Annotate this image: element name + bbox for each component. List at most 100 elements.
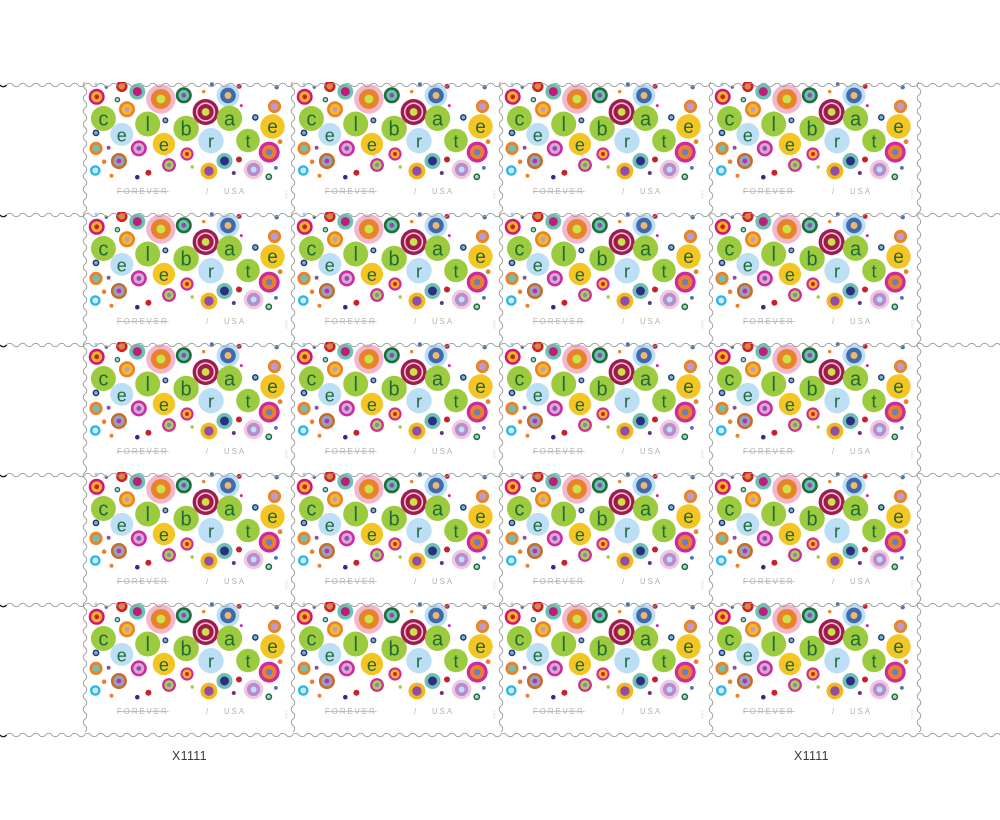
svg-text:0302: 0302 xyxy=(700,710,705,720)
svg-text:a: a xyxy=(224,368,236,390)
svg-text:t: t xyxy=(871,262,876,282)
svg-text:e: e xyxy=(475,637,486,658)
svg-text:t: t xyxy=(871,392,876,412)
svg-text:e: e xyxy=(785,655,795,675)
svg-text:a: a xyxy=(640,238,652,260)
svg-text:e: e xyxy=(325,125,335,145)
svg-text:e: e xyxy=(117,515,127,535)
svg-text:0302: 0302 xyxy=(910,320,915,330)
svg-text:t: t xyxy=(871,522,876,542)
svg-text:/: / xyxy=(414,317,418,326)
svg-text:e: e xyxy=(683,117,694,138)
svg-text:r: r xyxy=(624,132,630,152)
svg-text:0302: 0302 xyxy=(492,450,497,460)
svg-text:l: l xyxy=(771,244,775,266)
svg-text:0302: 0302 xyxy=(910,710,915,720)
svg-text:l: l xyxy=(145,634,149,656)
svg-text:/: / xyxy=(832,317,836,326)
svg-text:e: e xyxy=(367,265,377,285)
svg-text:c: c xyxy=(98,369,108,391)
svg-text:c: c xyxy=(98,629,108,651)
svg-text:FOREVER: FOREVER xyxy=(743,447,795,456)
svg-text:FOREVER: FOREVER xyxy=(117,187,169,196)
svg-text:USA: USA xyxy=(432,707,454,716)
svg-text:l: l xyxy=(561,504,565,526)
svg-text:l: l xyxy=(145,504,149,526)
svg-text:e: e xyxy=(743,515,753,535)
svg-text:r: r xyxy=(416,132,422,152)
svg-text:a: a xyxy=(850,108,862,130)
svg-text:b: b xyxy=(389,379,400,401)
svg-text:a: a xyxy=(224,498,236,520)
svg-text:e: e xyxy=(325,645,335,665)
svg-text:l: l xyxy=(771,504,775,526)
svg-text:a: a xyxy=(432,498,444,520)
svg-text:/: / xyxy=(414,187,418,196)
svg-text:b: b xyxy=(597,249,608,271)
svg-text:r: r xyxy=(624,522,630,542)
svg-text:r: r xyxy=(416,392,422,412)
svg-text:e: e xyxy=(267,247,278,268)
svg-text:r: r xyxy=(834,652,840,672)
svg-text:FOREVER: FOREVER xyxy=(117,577,169,586)
svg-text:e: e xyxy=(533,645,543,665)
svg-text:b: b xyxy=(807,639,818,661)
svg-text:FOREVER: FOREVER xyxy=(533,707,585,716)
svg-text:b: b xyxy=(389,509,400,531)
svg-text:t: t xyxy=(245,392,250,412)
svg-text:e: e xyxy=(367,135,377,155)
svg-text:a: a xyxy=(640,498,652,520)
svg-text:USA: USA xyxy=(224,577,246,586)
svg-text:0302: 0302 xyxy=(492,710,497,720)
svg-text:0302: 0302 xyxy=(284,580,289,590)
svg-text:r: r xyxy=(834,522,840,542)
svg-text:e: e xyxy=(683,507,694,528)
svg-text:c: c xyxy=(724,239,734,261)
svg-text:FOREVER: FOREVER xyxy=(325,577,377,586)
svg-text:r: r xyxy=(624,262,630,282)
svg-text:USA: USA xyxy=(640,447,662,456)
svg-text:l: l xyxy=(145,374,149,396)
svg-text:r: r xyxy=(416,262,422,282)
svg-text:USA: USA xyxy=(224,707,246,716)
svg-text:t: t xyxy=(661,522,666,542)
svg-text:FOREVER: FOREVER xyxy=(325,187,377,196)
svg-text:l: l xyxy=(771,114,775,136)
svg-text:/: / xyxy=(622,187,626,196)
svg-text:e: e xyxy=(785,265,795,285)
svg-text:a: a xyxy=(432,108,444,130)
svg-text:b: b xyxy=(597,639,608,661)
svg-text:c: c xyxy=(724,629,734,651)
svg-text:a: a xyxy=(432,368,444,390)
svg-text:b: b xyxy=(181,249,192,271)
svg-text:e: e xyxy=(267,377,278,398)
svg-text:l: l xyxy=(561,114,565,136)
svg-text:e: e xyxy=(533,125,543,145)
svg-text:b: b xyxy=(807,379,818,401)
svg-text:l: l xyxy=(353,244,357,266)
svg-text:c: c xyxy=(98,239,108,261)
svg-text:b: b xyxy=(597,119,608,141)
svg-text:t: t xyxy=(453,522,458,542)
svg-text:b: b xyxy=(181,119,192,141)
svg-text:b: b xyxy=(389,119,400,141)
svg-text:0302: 0302 xyxy=(910,580,915,590)
svg-text:t: t xyxy=(245,132,250,152)
svg-text:0302: 0302 xyxy=(492,190,497,200)
svg-text:e: e xyxy=(325,255,335,275)
svg-text:e: e xyxy=(117,125,127,145)
svg-text:a: a xyxy=(850,498,862,520)
svg-text:e: e xyxy=(893,247,904,268)
svg-text:e: e xyxy=(893,377,904,398)
svg-text:e: e xyxy=(325,385,335,405)
svg-text:c: c xyxy=(306,369,316,391)
svg-text:t: t xyxy=(661,652,666,672)
svg-text:0302: 0302 xyxy=(700,320,705,330)
svg-text:e: e xyxy=(683,377,694,398)
svg-text:b: b xyxy=(807,119,818,141)
svg-text:e: e xyxy=(159,525,169,545)
svg-text:USA: USA xyxy=(850,317,872,326)
svg-text:e: e xyxy=(785,135,795,155)
svg-text:l: l xyxy=(353,504,357,526)
svg-text:a: a xyxy=(640,628,652,650)
